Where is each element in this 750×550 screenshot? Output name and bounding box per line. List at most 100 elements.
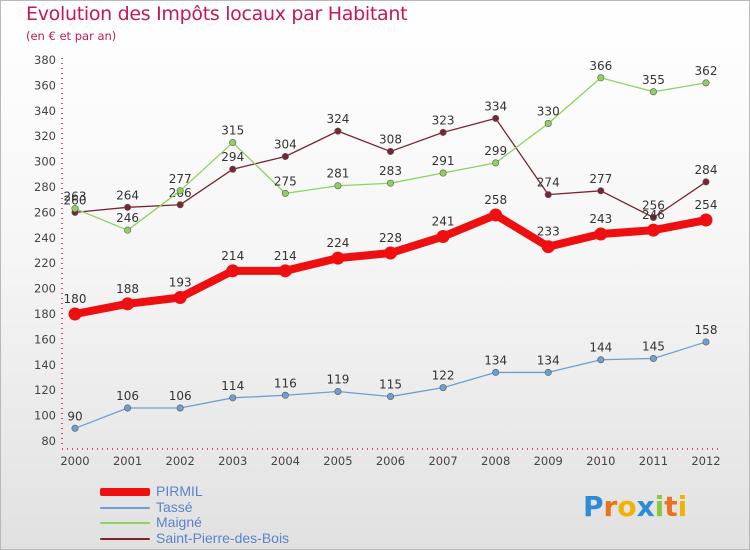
chart-title: Evolution des Impôts locaux par Habitant — [26, 3, 408, 25]
data-point-maign- — [439, 169, 447, 177]
data-point-tass- — [176, 404, 184, 412]
data-label-saint-pierre-des-bois: 294 — [221, 150, 244, 164]
y-tick-label: 380 — [34, 53, 56, 67]
data-label-pirmil: 258 — [484, 193, 507, 207]
y-tick-label: 160 — [34, 332, 56, 346]
data-point-pirmil — [384, 246, 397, 260]
x-tick-label: 2006 — [376, 454, 405, 468]
data-label-saint-pierre-des-bois: 274 — [537, 176, 560, 190]
data-label-saint-pierre-des-bois: 264 — [116, 188, 139, 202]
data-label-saint-pierre-des-bois: 277 — [589, 172, 612, 186]
data-label-tass-: 114 — [221, 379, 244, 393]
data-point-saint-pierre-des-bois — [281, 153, 289, 161]
logo-letter: r — [603, 490, 618, 523]
legend-label-saint-pierre: Saint-Pierre-des-Bois — [156, 530, 290, 546]
legend-swatch-tasse — [100, 507, 150, 509]
data-label-maign-: 263 — [64, 190, 87, 204]
y-tick-label: 360 — [34, 78, 56, 92]
y-tick-label: 80 — [41, 434, 56, 448]
data-label-pirmil: 233 — [537, 225, 560, 239]
data-point-tass- — [281, 391, 289, 399]
data-label-maign-: 366 — [589, 59, 612, 73]
data-label-tass-: 134 — [537, 353, 560, 367]
data-point-tass- — [439, 384, 447, 392]
legend-swatch-saint-pierre — [100, 538, 150, 540]
data-label-pirmil: 241 — [432, 215, 455, 229]
legend-label-maigne: Maigné — [156, 514, 202, 530]
x-tick-label: 2001 — [113, 454, 142, 468]
data-point-maign- — [176, 187, 184, 195]
logo-letter: x — [636, 490, 655, 523]
data-point-saint-pierre-des-bois — [597, 187, 605, 195]
data-label-maign-: 246 — [116, 211, 139, 225]
data-point-maign- — [124, 226, 132, 234]
y-tick-label: 300 — [34, 155, 56, 169]
data-point-maign- — [649, 88, 657, 96]
data-point-maign- — [492, 159, 500, 167]
data-label-tass-: 144 — [589, 341, 612, 355]
logo-letter: i — [677, 490, 688, 523]
data-label-tass-: 115 — [379, 378, 402, 392]
data-point-saint-pierre-des-bois — [334, 127, 342, 135]
data-point-saint-pierre-des-bois — [124, 203, 132, 211]
data-label-tass-: 145 — [642, 339, 665, 353]
data-point-pirmil — [68, 307, 82, 321]
data-label-maign-: 291 — [432, 154, 455, 168]
x-tick-label: 2008 — [481, 454, 510, 468]
data-label-tass-: 90 — [67, 409, 82, 423]
chart-subtitle: (en € et par an) — [26, 29, 117, 43]
data-point-tass- — [649, 354, 657, 362]
data-point-maign- — [597, 74, 605, 82]
legend-label-pirmil: PIRMIL — [156, 483, 203, 499]
data-point-maign- — [281, 189, 289, 197]
logo-letter: P — [583, 490, 604, 523]
data-label-saint-pierre-des-bois: 334 — [484, 99, 507, 113]
data-point-pirmil — [436, 230, 450, 244]
data-point-maign- — [386, 179, 394, 187]
y-tick-label: 100 — [34, 409, 56, 423]
x-tick-label: 2002 — [166, 454, 195, 468]
legend-label-tasse: Tassé — [156, 499, 193, 515]
data-point-saint-pierre-des-bois — [439, 128, 447, 136]
data-label-maign-: 281 — [326, 167, 349, 181]
data-label-maign-: 299 — [484, 144, 507, 158]
data-point-maign- — [334, 182, 342, 190]
data-point-pirmil — [121, 297, 135, 311]
data-label-pirmil: 180 — [64, 292, 87, 306]
data-label-saint-pierre-des-bois: 308 — [379, 132, 402, 146]
y-tick-label: 320 — [34, 129, 56, 143]
data-label-pirmil: 243 — [589, 212, 612, 226]
data-point-maign- — [229, 139, 237, 147]
y-tick-label: 180 — [34, 307, 56, 321]
x-tick-label: 2011 — [639, 454, 668, 468]
data-label-maign-: 275 — [274, 174, 297, 188]
data-label-tass-: 106 — [169, 389, 192, 403]
data-label-tass-: 106 — [116, 389, 139, 403]
data-label-saint-pierre-des-bois: 260 — [64, 193, 87, 207]
x-tick-label: 2000 — [60, 454, 89, 468]
data-point-maign- — [702, 79, 710, 87]
legend-item-pirmil: PIRMIL — [100, 483, 330, 500]
legend-item-maigne: Maigné — [100, 514, 330, 531]
data-label-tass-: 158 — [695, 323, 718, 337]
y-tick-label: 220 — [34, 256, 56, 270]
data-point-tass- — [492, 368, 500, 376]
y-tick-label: 200 — [34, 282, 56, 296]
data-label-pirmil: 214 — [274, 249, 297, 263]
data-point-tass- — [71, 424, 79, 432]
data-point-pirmil — [278, 264, 292, 278]
data-label-maign-: 283 — [379, 164, 402, 178]
y-tick-label: 240 — [34, 231, 56, 245]
data-label-tass-: 122 — [432, 369, 455, 383]
x-tick-label: 2007 — [428, 454, 457, 468]
data-label-saint-pierre-des-bois: 256 — [642, 198, 665, 212]
data-point-pirmil — [173, 290, 187, 304]
series-line-pirmil — [71, 210, 710, 318]
x-tick-label: 2012 — [691, 454, 720, 468]
data-point-tass- — [334, 387, 342, 395]
data-label-pirmil: 224 — [326, 236, 349, 250]
data-point-pirmil — [489, 208, 503, 222]
data-label-tass-: 116 — [274, 376, 297, 390]
